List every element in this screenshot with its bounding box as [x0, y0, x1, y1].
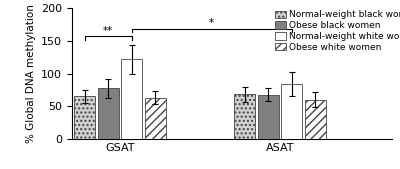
Bar: [234, 94, 255, 139]
Text: **: **: [103, 26, 113, 36]
Bar: [145, 98, 166, 139]
Y-axis label: % Global DNA methylation: % Global DNA methylation: [26, 4, 36, 143]
Bar: [122, 59, 142, 139]
Legend: Normal-weight black women, Obese black women, Normal-weight white women, Obese w: Normal-weight black women, Obese black w…: [275, 10, 400, 52]
Bar: [282, 84, 302, 139]
Bar: [305, 100, 326, 139]
Text: *: *: [209, 18, 214, 28]
Bar: [74, 96, 95, 139]
Bar: [98, 89, 118, 139]
Bar: [258, 95, 278, 139]
